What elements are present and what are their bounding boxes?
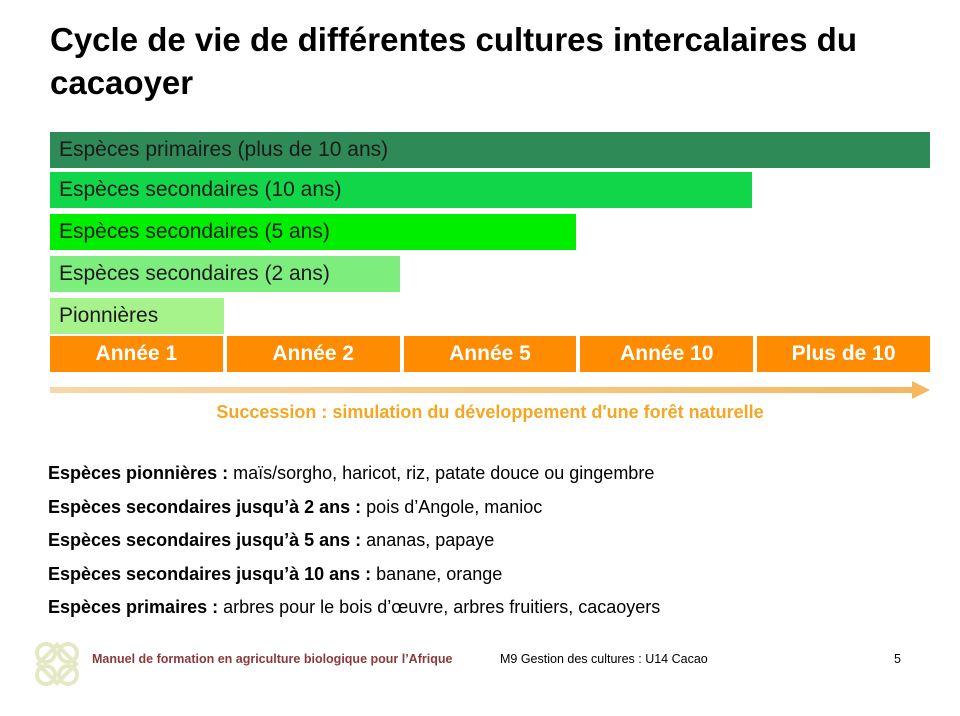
bar-secondary-2-label: Espèces secondaires (2 ans) <box>59 262 330 285</box>
species-desc: ananas, papaye <box>366 530 495 550</box>
species-item: Espèces secondaires jusqu’à 2 ans : pois… <box>48 491 928 525</box>
species-term: Espèces primaires : <box>48 597 219 617</box>
footer-module: M9 Gestion des cultures : U14 Cacao <box>500 652 708 666</box>
year-cell-more-than-10: Plus de 10 <box>757 336 930 372</box>
species-desc: arbres pour le bois d’œuvre, arbres frui… <box>223 597 661 617</box>
species-term: Espèces secondaires jusqu’à 10 ans : <box>48 563 372 584</box>
species-term: Espèces pionnières : <box>48 463 229 483</box>
bar-secondary-10: Espèces secondaires (10 ans) <box>50 172 752 208</box>
species-desc: maïs/sorgho, haricot, riz, patate douce … <box>233 463 655 483</box>
bar-secondary-2: Espèces secondaires (2 ans) <box>50 256 400 292</box>
bar-primary-label: Espèces primaires (plus de 10 ans) <box>59 138 389 161</box>
species-term: Espèces secondaires jusqu’à 5 ans : <box>48 530 362 550</box>
species-desc: banane, orange <box>376 563 503 584</box>
slide-title: Cycle de vie de différentes cultures int… <box>50 21 857 101</box>
species-desc: pois d’Angole, manioc <box>366 496 543 517</box>
year-cell-10: Année 10 <box>580 336 754 372</box>
year-cell-1: Année 1 <box>50 336 223 372</box>
succession-label: Succession : simulation du développement… <box>216 402 764 422</box>
year-timeline: Année 1 Année 2 Année 5 Année 10 Plus de… <box>50 336 930 372</box>
species-item: Espèces secondaires jusqu’à 5 ans : anan… <box>48 524 928 558</box>
knot-logo-icon <box>35 642 79 686</box>
species-term: Espèces secondaires jusqu’à 2 ans : <box>48 496 362 517</box>
bar-pioneer: Pionnières <box>50 298 224 334</box>
footer-manual-title: Manuel de formation en agriculture biolo… <box>92 652 453 666</box>
species-list: Espèces pionnières : maïs/sorgho, harico… <box>48 457 928 625</box>
species-item: Espèces pionnières : maïs/sorgho, harico… <box>48 457 928 491</box>
year-cell-5: Année 5 <box>403 336 577 372</box>
species-item: Espèces primaires : arbres pour le bois … <box>48 591 928 625</box>
succession-arrow-icon <box>50 381 930 399</box>
bar-secondary-10-label: Espèces secondaires (10 ans) <box>59 178 342 201</box>
bar-secondary-5: Espèces secondaires (5 ans) <box>50 214 576 250</box>
bar-pioneer-label: Pionnières <box>59 304 159 327</box>
species-item: Espèces secondaires jusqu’à 10 ans : ban… <box>48 558 928 592</box>
page-number: 5 <box>894 652 901 666</box>
bar-primary: Espèces primaires (plus de 10 ans) <box>50 132 930 168</box>
year-cell-2: Année 2 <box>226 336 400 372</box>
bar-secondary-5-label: Espèces secondaires (5 ans) <box>59 220 330 243</box>
